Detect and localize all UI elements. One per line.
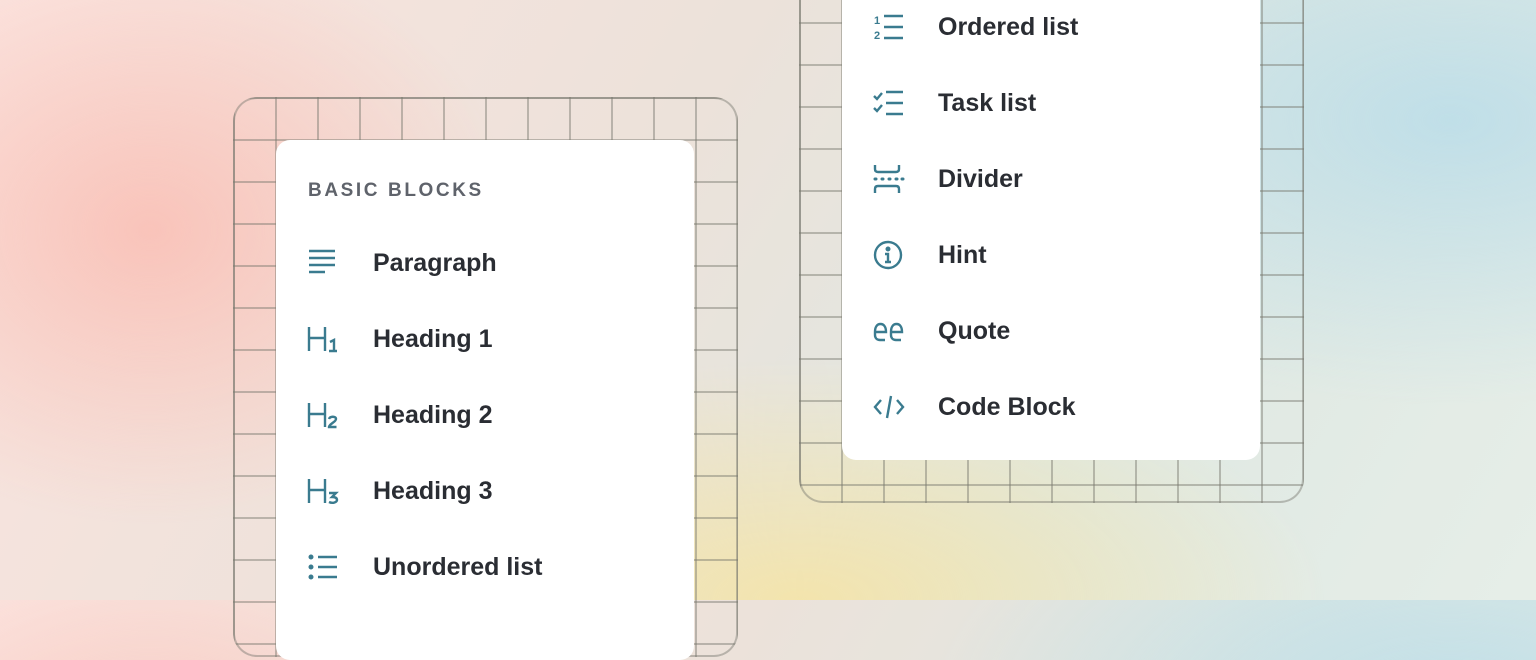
section-label: BASIC BLOCKS (308, 180, 484, 201)
task-list-icon (872, 87, 906, 119)
menu-item-label: Paragraph (373, 248, 497, 277)
divider-icon (872, 163, 906, 195)
menu-item-heading-3[interactable]: Heading 3 (276, 466, 694, 516)
menu-item-task-list[interactable]: Task list (842, 78, 1260, 128)
menu-item-paragraph[interactable]: Paragraph (276, 238, 694, 288)
menu-item-label: Heading 2 (373, 400, 493, 429)
menu-item-label: Heading 1 (373, 324, 493, 353)
heading-1-icon (306, 323, 340, 355)
menu-item-label: Code Block (938, 392, 1076, 421)
menu-item-hint[interactable]: Hint (842, 230, 1260, 280)
menu-item-divider[interactable]: Divider (842, 154, 1260, 204)
svg-text:2: 2 (874, 30, 880, 42)
menu-item-code-block[interactable]: Code Block (842, 382, 1260, 432)
paragraph-icon (306, 247, 340, 279)
menu-item-unordered-list[interactable]: Unordered list (276, 542, 694, 592)
menu-item-label: Task list (938, 88, 1037, 117)
menu-item-label: Heading 3 (373, 476, 493, 505)
menu-item-label: Hint (938, 240, 987, 269)
menu-item-label: Quote (938, 316, 1011, 345)
code-icon (872, 391, 906, 423)
menu-item-heading-2[interactable]: Heading 2 (276, 390, 694, 440)
heading-3-icon (306, 475, 340, 507)
menu-item-heading-1[interactable]: Heading 1 (276, 314, 694, 364)
basic-blocks-menu: BASIC BLOCKS Paragraph Heading 1 Heading… (276, 140, 694, 660)
menu-item-label: Unordered list (373, 552, 543, 581)
menu-item-label: Ordered list (938, 12, 1079, 41)
heading-2-icon (306, 399, 340, 431)
menu-item-quote[interactable]: Quote (842, 306, 1260, 356)
menu-item-label: Divider (938, 164, 1023, 193)
unordered-list-icon (306, 551, 340, 583)
svg-text:1: 1 (874, 15, 880, 27)
info-icon (872, 239, 906, 271)
quote-icon (872, 315, 906, 347)
